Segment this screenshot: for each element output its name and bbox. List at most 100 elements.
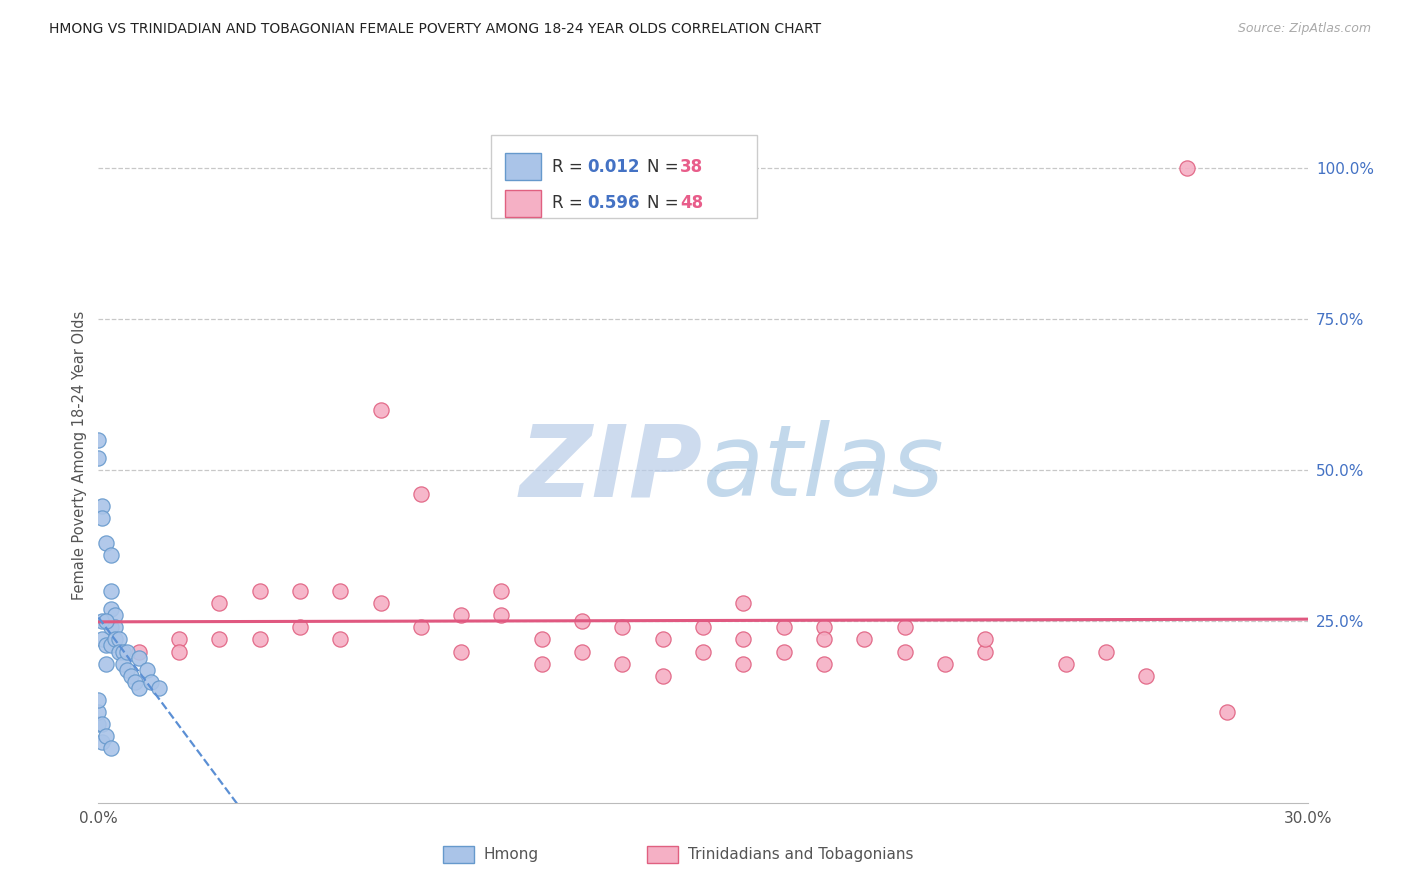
Point [733, 596, 755, 610]
Point [409, 620, 432, 634]
Point [167, 644, 190, 658]
Point [491, 584, 513, 599]
Point [107, 632, 129, 647]
Text: N =: N = [648, 158, 685, 176]
Point [612, 620, 634, 634]
Point [893, 644, 915, 658]
Point [450, 608, 472, 623]
Point [100, 584, 122, 599]
Point [813, 620, 835, 634]
Point [1175, 161, 1198, 175]
Text: R =: R = [553, 194, 588, 212]
Point [733, 657, 755, 671]
Point [249, 632, 271, 647]
Point [148, 681, 170, 695]
Point [91, 632, 114, 647]
Point [733, 632, 755, 647]
Point [772, 644, 794, 658]
Point [103, 632, 125, 647]
Point [692, 644, 714, 658]
Point [208, 632, 231, 647]
Text: Source: ZipAtlas.com: Source: ZipAtlas.com [1237, 22, 1371, 36]
Point [100, 548, 122, 562]
Text: HMONG VS TRINIDADIAN AND TOBAGONIAN FEMALE POVERTY AMONG 18-24 YEAR OLDS CORRELA: HMONG VS TRINIDADIAN AND TOBAGONIAN FEMA… [49, 22, 821, 37]
Point [96, 657, 118, 671]
Point [974, 632, 997, 647]
Point [107, 644, 129, 658]
Point [128, 644, 150, 658]
Point [167, 632, 190, 647]
Point [813, 632, 835, 647]
Point [1095, 644, 1118, 658]
Point [91, 500, 114, 514]
Point [128, 650, 150, 665]
Point [329, 584, 352, 599]
Point [813, 657, 835, 671]
Point [103, 620, 125, 634]
Point [651, 669, 673, 683]
Text: Hmong: Hmong [484, 847, 538, 862]
Text: 0.012: 0.012 [588, 158, 640, 176]
Point [87, 693, 110, 707]
Point [124, 674, 146, 689]
Y-axis label: Female Poverty Among 18-24 Year Olds: Female Poverty Among 18-24 Year Olds [72, 310, 87, 599]
Point [450, 644, 472, 658]
Text: 38: 38 [681, 158, 703, 176]
Point [571, 644, 593, 658]
Point [571, 615, 593, 629]
Point [91, 511, 114, 525]
Point [329, 632, 352, 647]
Point [1135, 669, 1157, 683]
Point [409, 487, 432, 501]
Point [87, 433, 110, 447]
Point [120, 669, 142, 683]
Point [772, 620, 794, 634]
Text: 48: 48 [681, 194, 703, 212]
Point [115, 663, 138, 677]
Point [96, 639, 118, 653]
Point [530, 657, 553, 671]
Point [128, 681, 150, 695]
Point [249, 584, 271, 599]
Text: R =: R = [553, 158, 588, 176]
Text: Trinidadians and Tobagonians: Trinidadians and Tobagonians [688, 847, 912, 862]
Point [612, 657, 634, 671]
Point [87, 705, 110, 719]
Text: N =: N = [648, 194, 685, 212]
Point [111, 657, 134, 671]
Point [100, 602, 122, 616]
Point [100, 620, 122, 634]
Point [135, 663, 157, 677]
Text: 0.596: 0.596 [588, 194, 640, 212]
Point [139, 674, 162, 689]
Point [96, 729, 118, 743]
Point [87, 450, 110, 465]
Point [87, 717, 110, 731]
Point [96, 535, 118, 549]
Point [115, 644, 138, 658]
Point [1216, 705, 1239, 719]
Point [100, 639, 122, 653]
Text: atlas: atlas [703, 420, 945, 517]
Point [111, 644, 134, 658]
Point [370, 402, 392, 417]
Point [91, 615, 114, 629]
Point [91, 717, 114, 731]
Point [491, 608, 513, 623]
Point [208, 596, 231, 610]
Point [530, 632, 553, 647]
Point [934, 657, 956, 671]
Point [893, 620, 915, 634]
Point [853, 632, 876, 647]
Point [96, 615, 118, 629]
Text: ZIP: ZIP [520, 420, 703, 517]
Point [91, 735, 114, 749]
Point [288, 620, 311, 634]
Point [1054, 657, 1077, 671]
Point [692, 620, 714, 634]
Point [288, 584, 311, 599]
Point [100, 741, 122, 756]
Point [103, 608, 125, 623]
Point [974, 644, 997, 658]
Point [370, 596, 392, 610]
